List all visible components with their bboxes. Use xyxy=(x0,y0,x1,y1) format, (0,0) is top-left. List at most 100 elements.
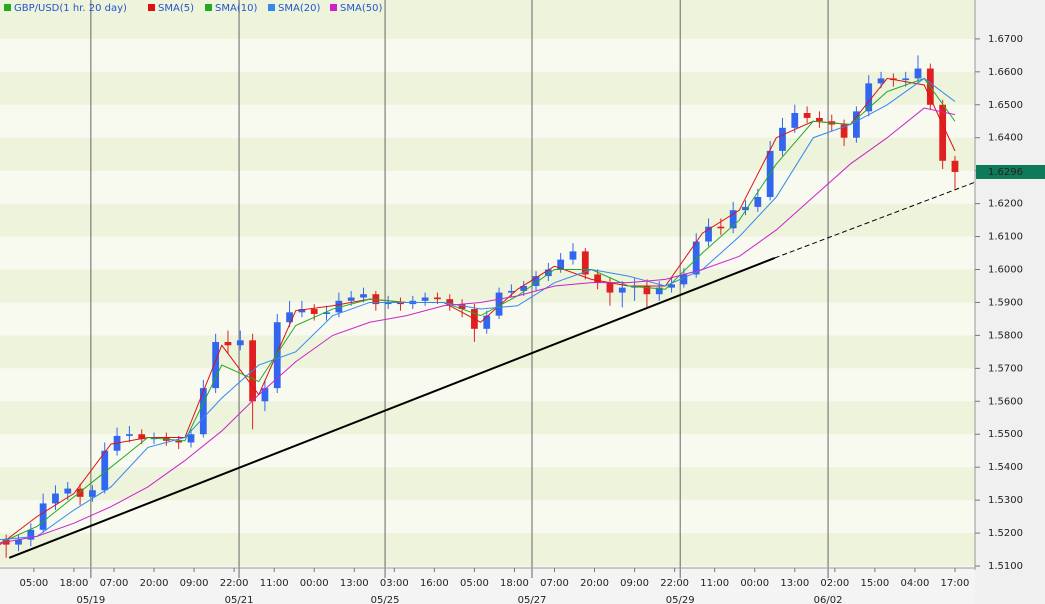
candle-body xyxy=(175,440,183,443)
x-tick-label: 22:00 xyxy=(660,578,689,589)
candle-body xyxy=(779,127,786,151)
y-tick-label: 1.5700 xyxy=(988,363,1023,374)
x-tick-label: 18:00 xyxy=(500,578,529,589)
grid-band xyxy=(0,170,975,204)
sma-line xyxy=(0,77,956,546)
y-tick-label: 1.5200 xyxy=(988,528,1023,539)
candle-body xyxy=(692,241,700,275)
x-tick-label: 15:00 xyxy=(860,578,889,589)
candle-body xyxy=(446,299,454,305)
candle-body xyxy=(816,117,823,122)
legend-label: SMA(10) xyxy=(215,3,257,14)
trendline-projection xyxy=(774,181,976,259)
sma-line xyxy=(0,77,956,541)
legend-swatch xyxy=(148,4,155,11)
candle-body xyxy=(594,274,602,283)
candle-body xyxy=(347,297,355,301)
candle-body xyxy=(76,488,84,497)
candle-body xyxy=(298,309,306,313)
grid-band xyxy=(0,71,975,105)
trendline xyxy=(8,257,776,559)
x-tick-label: 09:00 xyxy=(620,578,649,589)
x-tick-label: 11:00 xyxy=(260,578,289,589)
grid-band xyxy=(0,500,975,534)
x-tick-label: 20:00 xyxy=(580,578,609,589)
candle-body xyxy=(310,309,318,314)
y-tick-label: 1.5500 xyxy=(988,429,1023,440)
candle-body xyxy=(680,274,688,285)
x-tick-label: 00:00 xyxy=(300,578,329,589)
candle-body xyxy=(655,287,663,295)
candle-body xyxy=(360,294,367,298)
grid-band xyxy=(0,236,975,270)
candle-body xyxy=(483,315,491,329)
legend-swatch xyxy=(268,4,275,11)
grid-band xyxy=(0,368,975,402)
x-tick-label: 18:00 xyxy=(60,578,89,589)
legend-label: SMA(20) xyxy=(278,3,320,14)
legend-label: GBP/USD(1 hr. 20 day) xyxy=(14,3,127,14)
x-tick-label: 05:00 xyxy=(460,578,489,589)
candle-body xyxy=(581,251,589,275)
candle-body xyxy=(717,226,725,229)
y-tick-label: 1.5900 xyxy=(988,297,1023,308)
sma-line xyxy=(0,107,956,544)
sma-line xyxy=(0,77,956,544)
x-tick-label: 07:00 xyxy=(100,578,129,589)
candle-body xyxy=(27,529,35,540)
candle-body xyxy=(89,490,96,497)
x-tick-label: 13:00 xyxy=(340,578,369,589)
candle-body xyxy=(458,304,466,310)
y-tick-label: 1.5800 xyxy=(988,330,1023,341)
grid-band xyxy=(0,335,975,369)
x-tick-label: 05:00 xyxy=(19,578,48,589)
candle-body xyxy=(187,434,195,443)
legend-swatch xyxy=(4,4,11,11)
x-tick-label: 17:00 xyxy=(941,578,970,589)
candle-body xyxy=(434,297,441,300)
grid-band xyxy=(0,38,975,72)
candle-body xyxy=(643,285,651,295)
y-tick-label: 1.6100 xyxy=(988,232,1023,243)
candle-body xyxy=(212,341,220,389)
candle-body xyxy=(668,284,675,288)
candle-body xyxy=(877,78,885,84)
candle-body xyxy=(742,206,749,211)
candle-body xyxy=(323,312,330,314)
legend-swatch xyxy=(205,4,212,11)
y-tick-label: 1.5400 xyxy=(988,462,1023,473)
candle-body xyxy=(52,493,59,504)
candle-body xyxy=(791,113,799,128)
candle-body xyxy=(902,78,910,81)
candle-body xyxy=(754,197,762,207)
candle-body xyxy=(286,312,293,323)
candle-body xyxy=(372,294,380,305)
candle-body xyxy=(335,300,343,313)
candle-body xyxy=(236,340,244,346)
y-tick-label: 1.6200 xyxy=(988,199,1023,210)
candle-body xyxy=(520,285,528,291)
candle-body xyxy=(840,124,848,138)
date-label: 05/21 xyxy=(225,595,254,604)
candle-body xyxy=(64,488,72,494)
price-axis-panel xyxy=(975,0,1045,604)
x-tick-label: 00:00 xyxy=(740,578,769,589)
candle-body xyxy=(15,539,22,545)
y-tick-label: 1.5300 xyxy=(988,495,1023,506)
candle-body xyxy=(224,341,232,346)
candle-body xyxy=(705,226,712,242)
x-tick-label: 04:00 xyxy=(901,578,930,589)
candle-body xyxy=(138,434,146,440)
date-label: 05/25 xyxy=(371,595,400,604)
candle-body xyxy=(569,251,577,260)
candle-body xyxy=(101,450,109,491)
grid-band xyxy=(0,137,975,171)
candle-body xyxy=(261,388,269,402)
candle-body xyxy=(532,276,540,286)
date-label: 05/27 xyxy=(518,595,547,604)
candle-body xyxy=(544,269,552,277)
x-tick-label: 20:00 xyxy=(140,578,169,589)
candle-body xyxy=(618,287,626,293)
grid-band xyxy=(0,401,975,435)
